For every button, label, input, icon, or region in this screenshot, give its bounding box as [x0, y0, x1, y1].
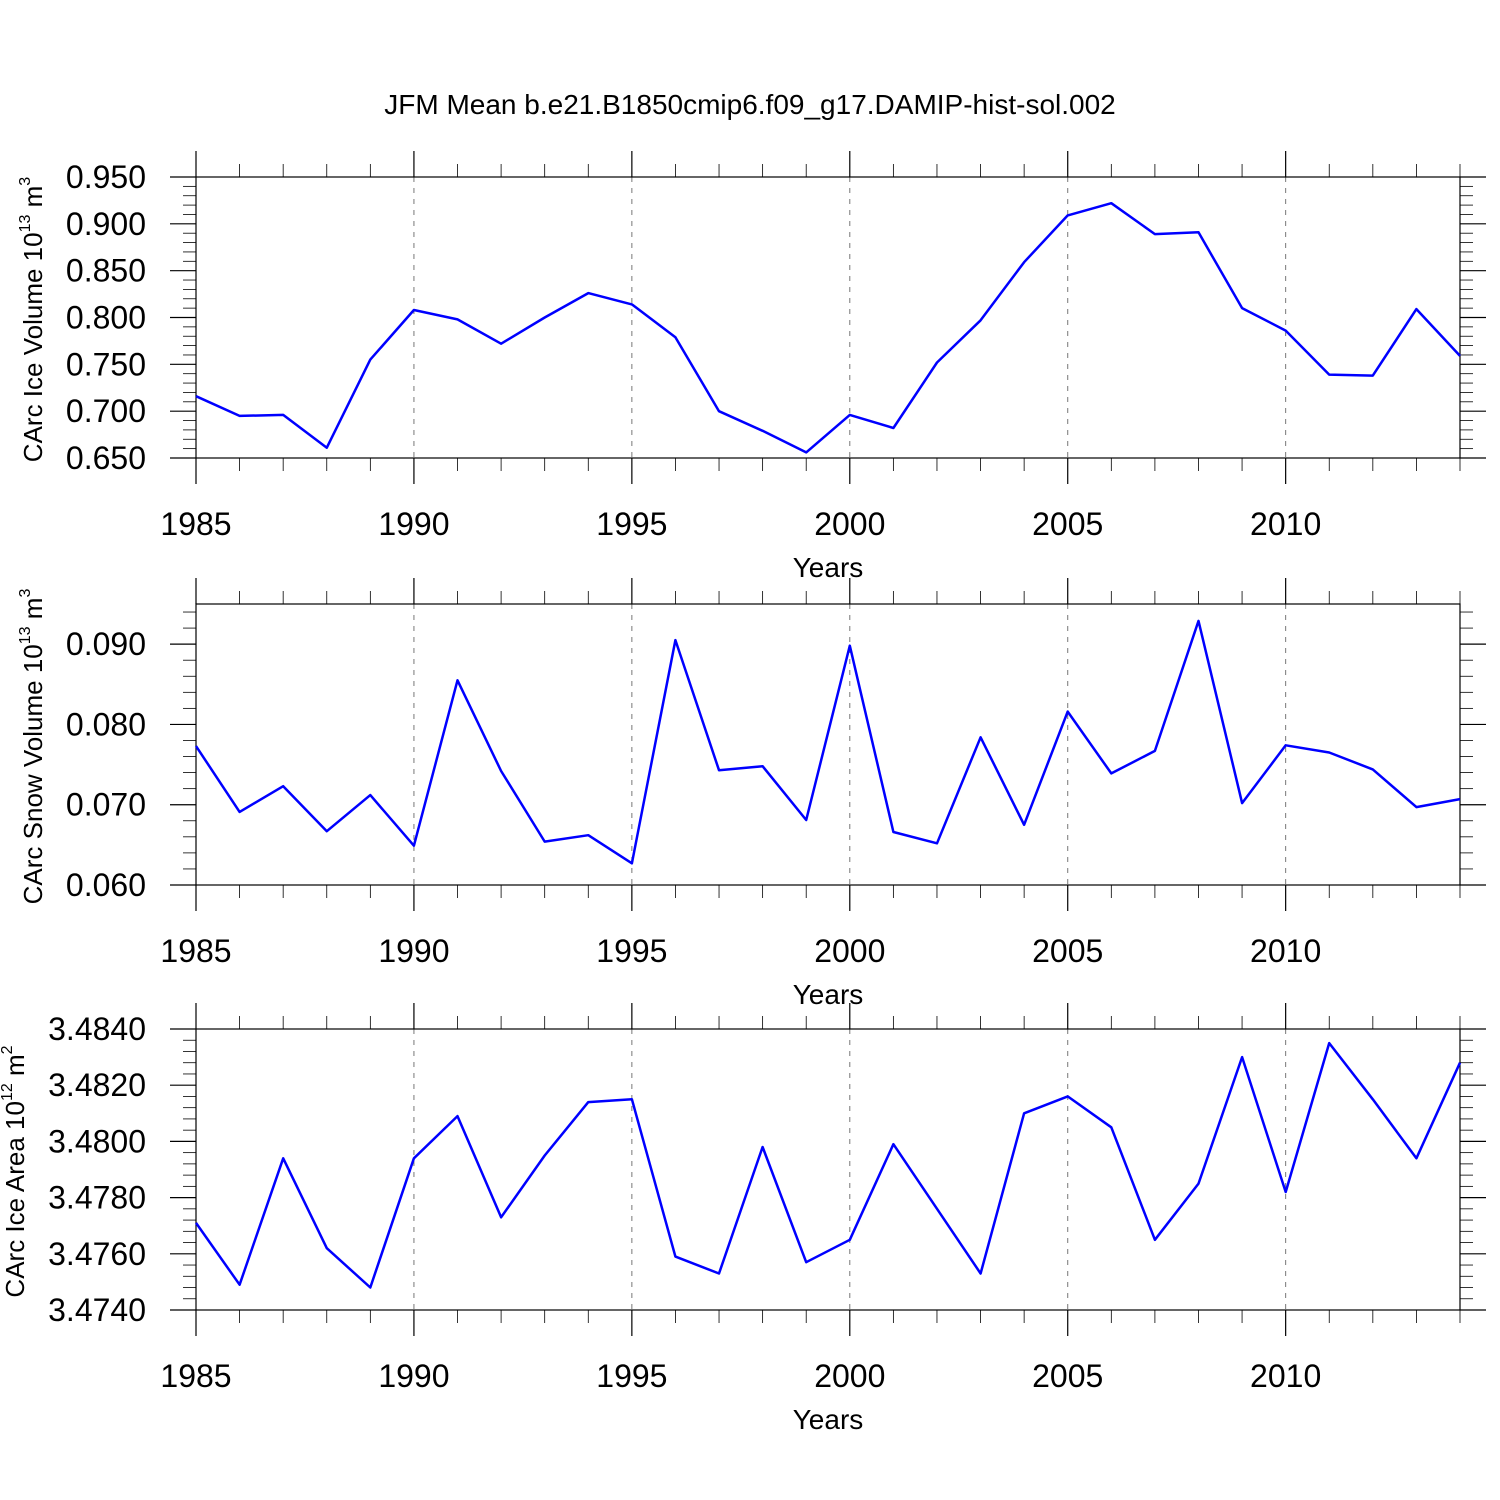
x-axis-label: Years	[793, 1404, 864, 1435]
x-tick-label: 2005	[1032, 1358, 1103, 1394]
x-axis-label: Years	[793, 979, 864, 1010]
x-tick-label: 1985	[160, 933, 231, 969]
x-tick-label: 1985	[160, 1358, 231, 1394]
x-tick-label: 2000	[814, 1358, 885, 1394]
y-axis-label-prefix: CArc Ice Volume 10	[18, 232, 48, 462]
y-axis-label-exponent: 13	[17, 215, 34, 233]
plot-frame-1	[195, 176, 1461, 459]
plot-frame-3	[195, 1028, 1461, 1311]
y-axis-label-exponent: 13	[17, 626, 34, 644]
y-axis-label: CArc Ice Volume 1013 m3	[17, 177, 48, 462]
x-tick-label: 1990	[378, 506, 449, 542]
x-tick-label: 2010	[1250, 506, 1321, 542]
panels: 1985 1990 1995 2000 2005 2010 0.650 0.700 0.750 0…	[0, 151, 1486, 1435]
y-tick-label: 0.750	[66, 346, 146, 382]
x-tick-label: 1985	[160, 506, 231, 542]
panel-1: 1985 1990 1995 2000 2005 2010 0.650 0.700 0.750 0…	[17, 151, 1486, 583]
panel-2: 1985 1990 1995 2000 2005 2010 0.060 0.070 0.080 0…	[17, 578, 1486, 1010]
x-tick-label: 2005	[1032, 933, 1103, 969]
y-tick-label: 0.070	[66, 787, 146, 823]
x-tick-label: 1990	[378, 933, 449, 969]
x-tick-label: 2010	[1250, 933, 1321, 969]
y-tick-label: 3.4840	[48, 1011, 146, 1047]
y-tick-label: 0.080	[66, 706, 146, 742]
x-tick-label: 2010	[1250, 1358, 1321, 1394]
y-tick-label: 0.650	[66, 440, 146, 476]
y-tick-label: 0.800	[66, 300, 146, 336]
y-axis-label: CArc Snow Volume 1013 m3	[17, 589, 48, 905]
y-axis-label-unit-exponent: 3	[17, 177, 34, 186]
y-tick-label: 3.4800	[48, 1123, 146, 1159]
y-axis-label-unit: m	[18, 186, 48, 215]
y-tick-label: 3.4740	[48, 1292, 146, 1328]
y-axis-label-prefix: CArc Ice Area 10	[0, 1101, 30, 1298]
y-tick-label: 3.4780	[48, 1180, 146, 1216]
y-axis-label-exponent: 12	[0, 1083, 16, 1101]
x-tick-label: 2005	[1032, 506, 1103, 542]
y-tick-label: 0.850	[66, 253, 146, 289]
y-tick-label: 0.700	[66, 393, 146, 429]
series-line-1	[195, 201, 1461, 454]
y-tick-label: 3.4820	[48, 1067, 146, 1103]
series-line-2	[194, 619, 1461, 865]
y-tick-label: 0.060	[66, 867, 146, 903]
x-tick-label: 1995	[596, 506, 667, 542]
y-tick-label: 0.900	[66, 206, 146, 242]
chart-title: JFM Mean b.e21.B1850cmip6.f09_g17.DAMIP-…	[384, 89, 1116, 120]
y-tick-label: 0.090	[66, 626, 146, 662]
x-tick-label: 2000	[814, 933, 885, 969]
x-tick-label: 2000	[814, 506, 885, 542]
panel-3: 1985 1990 1995 2000 2005 2010 3.4740 3.4760 3.47…	[0, 1003, 1486, 1435]
y-tick-label: 0.950	[66, 159, 146, 195]
y-axis-label-unit: m	[18, 598, 48, 627]
series-line-3	[194, 1041, 1462, 1289]
x-tick-label: 1990	[378, 1358, 449, 1394]
x-tick-label: 1995	[596, 1358, 667, 1394]
y-axis-label-prefix: CArc Snow Volume 10	[18, 644, 48, 904]
y-axis-label: CArc Ice Area 1012 m2	[0, 1045, 30, 1297]
plot-frame-2	[195, 603, 1461, 886]
y-tick-label: 3.4760	[48, 1236, 146, 1272]
y-axis-label-unit-exponent: 2	[0, 1045, 16, 1054]
x-tick-label: 1995	[596, 933, 667, 969]
y-axis-label-unit-exponent: 3	[17, 589, 34, 598]
y-axis-label-unit: m	[0, 1054, 30, 1083]
x-axis-label: Years	[793, 552, 864, 583]
